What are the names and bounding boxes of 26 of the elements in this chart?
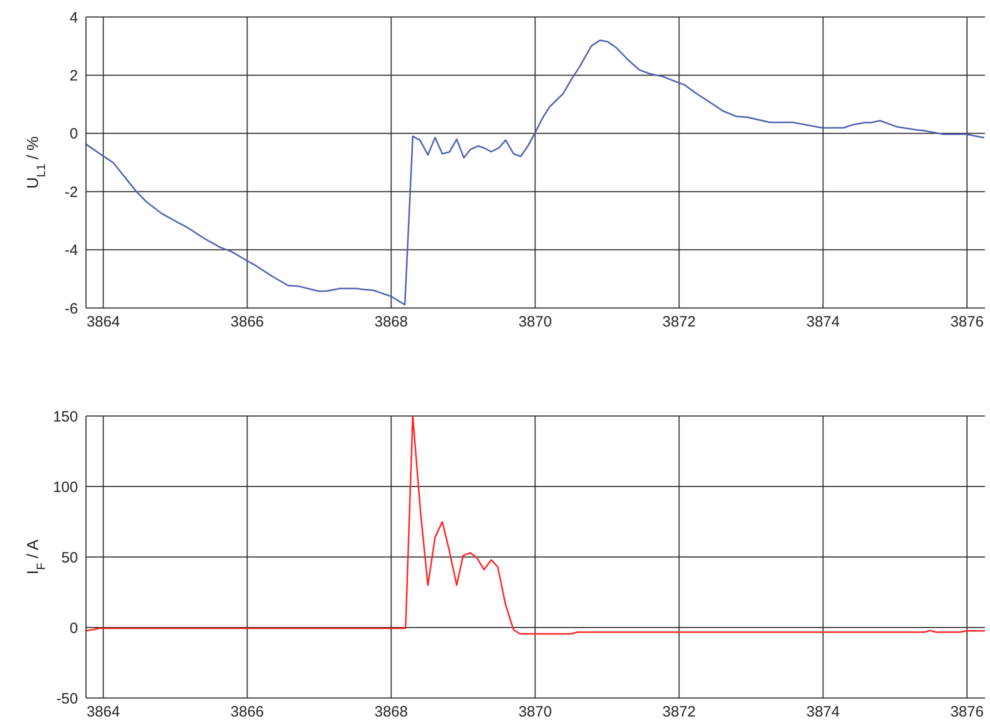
x-tick-label: 3874 — [806, 704, 840, 721]
y-tick-label: 0 — [70, 620, 78, 637]
y-tick-label: 100 — [52, 478, 78, 496]
y-tick-label: 4 — [70, 9, 78, 26]
x-tick-label: 3876 — [950, 704, 984, 721]
y-tick-label: -50 — [56, 690, 78, 708]
y-tick-label: 2 — [70, 68, 78, 85]
y-tick-label: -2 — [64, 184, 78, 201]
y-tick-label: -4 — [64, 242, 78, 260]
x-tick-label: 3868 — [374, 704, 408, 721]
y-tick-label: -6 — [64, 300, 78, 318]
line-series — [86, 40, 985, 306]
x-tick-label: 3864 — [86, 314, 120, 331]
y-tick-label: 150 — [52, 408, 78, 426]
x-tick-label: 3864 — [86, 704, 120, 721]
x-tick-label: 3876 — [950, 314, 984, 331]
x-tick-label: 3870 — [518, 704, 552, 721]
x-tick-label: 3866 — [230, 314, 264, 331]
x-tick-label: 3872 — [662, 314, 696, 331]
x-tick-label: 3868 — [374, 314, 408, 331]
y-tick-label: 0 — [70, 126, 78, 143]
x-tick-label: 3874 — [806, 314, 840, 331]
x-tick-label: 3870 — [518, 314, 552, 331]
x-tick-label: 3866 — [230, 704, 264, 721]
y-tick-label: 50 — [61, 549, 78, 566]
x-tick-label: 3872 — [662, 704, 696, 721]
